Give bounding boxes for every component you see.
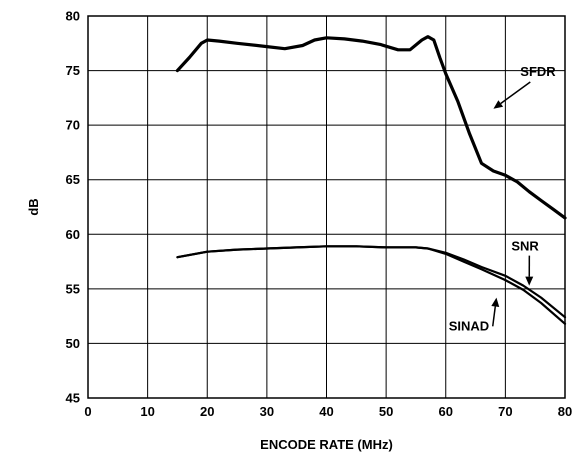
- annotation-label-snr: SNR: [511, 239, 539, 254]
- x-tick-label-3: 30: [260, 404, 274, 419]
- y-tick-label-0: 45: [66, 391, 80, 406]
- annotation-arrowhead-sfdr: [493, 100, 504, 109]
- x-tick-label-5: 50: [379, 404, 393, 419]
- y-tick-label-3: 60: [66, 227, 80, 242]
- annotation-label-sinad: SINAD: [449, 318, 489, 333]
- series-line-sfdr: [175, 35, 567, 220]
- y-tick-label-2: 55: [66, 281, 80, 296]
- y-tick-label-6: 75: [66, 63, 80, 78]
- tick-labels: 0 10 20 30 40 50 60 70 80 45 50 55 60 65 70 75 80: [66, 9, 573, 420]
- series-line-sinad: [176, 245, 567, 325]
- annotation-arrowhead-sinad: [491, 297, 500, 308]
- y-tick-label-7: 80: [66, 9, 80, 24]
- annotation-layer: SFDR SNR SINAD: [449, 64, 557, 333]
- series-layer: [175, 35, 567, 325]
- annotation-arrowhead-snr: [525, 276, 534, 286]
- plot-frame: [87, 15, 566, 399]
- annotation-label-sfdr: SFDR: [520, 64, 556, 79]
- annotation-arrow-sfdr: [500, 81, 531, 105]
- x-tick-label-7: 70: [498, 404, 512, 419]
- grid: [87, 15, 566, 399]
- x-tick-label-8: 80: [558, 404, 572, 419]
- annotation-arrow-sinad: [491, 306, 497, 327]
- x-tick-label-4: 40: [319, 404, 333, 419]
- x-axis-label: ENCODE RATE (MHz): [260, 437, 393, 452]
- y-tick-label-4: 65: [66, 172, 80, 187]
- y-tick-label-5: 70: [66, 118, 80, 133]
- x-tick-label-2: 20: [200, 404, 214, 419]
- y-axis-label: dB: [26, 198, 41, 215]
- x-tick-label-6: 60: [439, 404, 453, 419]
- x-tick-label-0: 0: [84, 404, 91, 419]
- y-tick-label-1: 50: [66, 336, 80, 351]
- x-tick-label-1: 10: [140, 404, 154, 419]
